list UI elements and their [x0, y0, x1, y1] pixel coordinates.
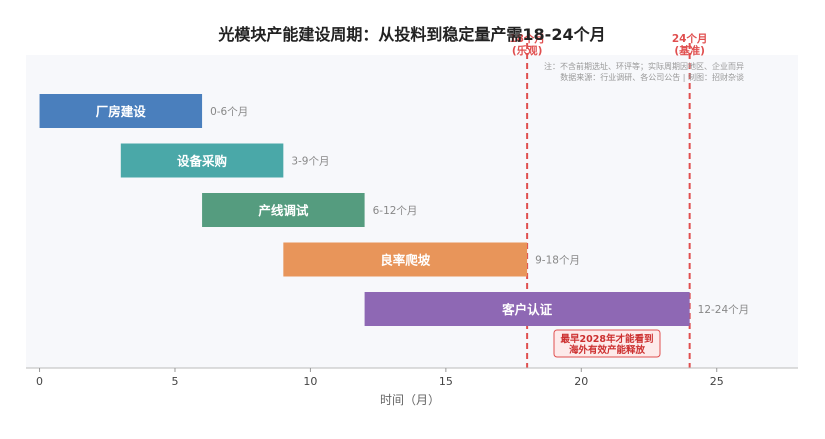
x-tick-label-6: 25	[710, 375, 724, 388]
callout-rect	[553, 329, 661, 358]
bar-label-1: 厂房建设	[96, 104, 147, 119]
reference-label-1-line1: 18个月	[509, 32, 545, 45]
range-label-4: 9-18个月	[535, 255, 580, 267]
bar-2	[120, 143, 284, 178]
x-ticks: 0 5 10 15 20 25	[36, 368, 724, 388]
chart-title: 光模块产能建设周期：从投料到稳定量产需18-24个月	[217, 25, 605, 44]
bar-label-2: 设备采购	[177, 154, 227, 169]
range-label-5: 12-24个月	[698, 304, 750, 316]
bar-label-4: 良率爬坡	[380, 253, 431, 268]
bar-4	[283, 242, 528, 277]
x-tick-label-1: 0	[36, 375, 43, 388]
x-tick-label-3: 10	[303, 375, 317, 388]
note-line-2: 数据来源：行业调研、各公司公告 | 制图：招财杂谈	[560, 72, 744, 82]
bar-5	[364, 292, 690, 326]
range-label-2: 3-9个月	[291, 156, 329, 168]
reference-label-2-line1: 24个月	[672, 32, 708, 45]
callout-box: 最早2028年才能看到 海外有效产能释放	[553, 329, 661, 358]
bar-1	[39, 94, 203, 128]
callout-line-2: 海外有效产能释放	[569, 344, 646, 356]
bar-label-5: 客户认证	[501, 302, 553, 317]
x-axis-label: 时间（月）	[380, 393, 440, 407]
x-tick-label-4: 15	[439, 375, 453, 388]
bar-label-3: 产线调试	[258, 203, 309, 218]
range-label-3: 6-12个月	[373, 205, 418, 217]
bar-3	[202, 193, 365, 227]
callout-line-1: 最早2028年才能看到	[561, 333, 654, 345]
range-label-1: 0-6个月	[210, 106, 248, 118]
x-tick-label-2: 5	[171, 375, 178, 388]
reference-label-2-line2: (基准)	[674, 44, 705, 57]
x-tick-label-5: 20	[574, 375, 588, 388]
reference-label-1-line2: (乐观)	[512, 44, 543, 57]
note-line-1: 注：不含前期选址、环评等；实际周期因地区、企业而异	[544, 61, 744, 71]
